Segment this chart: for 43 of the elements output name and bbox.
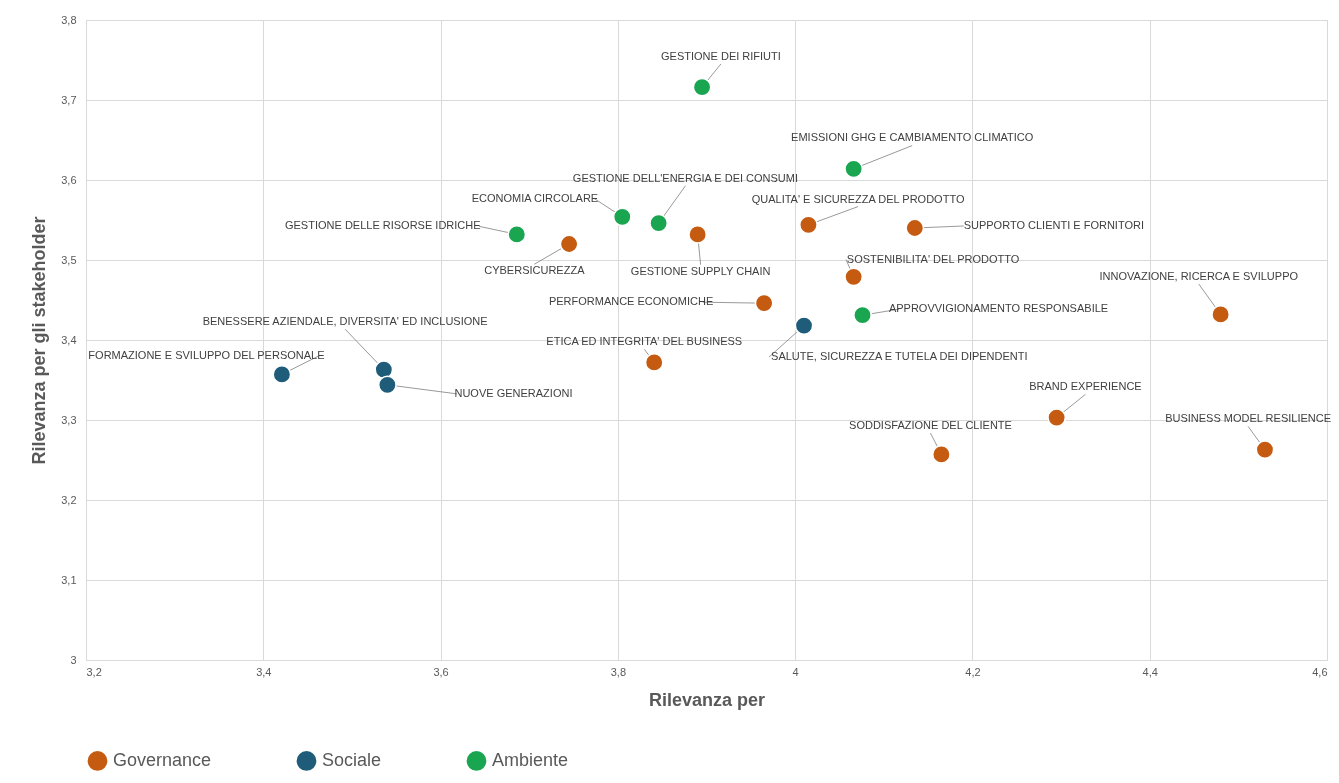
legend-label: Sociale bbox=[322, 749, 382, 770]
x-axis-title: Rilevanza per bbox=[648, 689, 766, 710]
annotation: PERFORMANCE ECONOMICHE bbox=[548, 295, 714, 308]
annotation: NUOVE GENERAZIONI bbox=[454, 386, 573, 399]
y-tick-label: 3,5 bbox=[61, 253, 77, 266]
x-tick-label: 4 bbox=[792, 665, 799, 678]
annotation: APPROVVIGIONAMENTO RESPONSABILE bbox=[888, 302, 1109, 315]
annotation: ETICA ED INTEGRITA' DEL BUSINESS bbox=[546, 335, 743, 348]
annotation: ECONOMIA CIRCOLARE bbox=[471, 191, 599, 204]
annotation: GESTIONE SUPPLY CHAIN bbox=[630, 264, 771, 277]
x-tick-label: 4,6 bbox=[1312, 665, 1328, 678]
y-tick-label: 3,1 bbox=[61, 573, 77, 586]
annotation: GESTIONE DELL'ENERGIA E DEI CONSUMI bbox=[572, 171, 799, 184]
annotation: BRAND EXPERIENCE bbox=[1029, 380, 1142, 393]
annotation: CYBERSICUREZZA bbox=[484, 264, 586, 277]
x-tick-label: 4,4 bbox=[1142, 665, 1158, 678]
y-tick-label: 3,4 bbox=[61, 333, 77, 346]
annotation: FORMAZIONE E SVILUPPO DEL PERSONALE bbox=[88, 349, 325, 362]
legend-label: Governance bbox=[113, 749, 212, 770]
annotation: SODDISFAZIONE DEL CLIENTE bbox=[849, 419, 1012, 432]
y-tick-label: 3 bbox=[70, 653, 77, 666]
annotation: QUALITA' E SICUREZZA DEL PRODOTTO bbox=[751, 192, 965, 205]
x-tick-label: 3,6 bbox=[433, 665, 449, 678]
annotation: SALUTE, SICUREZZA E TUTELA DEI DIPENDENTI bbox=[771, 349, 1028, 362]
annotation: BENESSERE AZIENDALE, DIVERSITA' ED INCLUSIONE bbox=[202, 315, 488, 328]
annotation: GESTIONE DELLE RISORSE IDRICHE bbox=[284, 219, 481, 232]
y-tick-label: 3,6 bbox=[61, 173, 77, 186]
annotation: BUSINESS MODEL RESILIENCE bbox=[1165, 412, 1331, 425]
x-tick-label: 4,2 bbox=[965, 665, 981, 678]
x-tick-label: 3,2 bbox=[86, 665, 102, 678]
annotation: INNOVAZIONE, RICERCA E SVILUPPO bbox=[1099, 269, 1299, 282]
annotation: SOSTENIBILITA' DEL PRODOTTO bbox=[846, 252, 1020, 265]
y-tick-label: 3,2 bbox=[61, 493, 77, 506]
x-tick-label: 3,8 bbox=[610, 665, 627, 678]
y-tick-label: 3,8 bbox=[61, 13, 77, 26]
annotation: EMISSIONI GHG E CAMBIAMENTO CLIMATICO bbox=[791, 131, 1034, 144]
legend-label: Ambiente bbox=[492, 749, 569, 770]
y-tick-label: 3,7 bbox=[61, 93, 77, 106]
annotation: GESTIONE DEI RIFIUTI bbox=[661, 49, 781, 62]
x-tick-label: 3,4 bbox=[256, 665, 272, 678]
y-axis-title: Rilevanza per gli stakeholder bbox=[29, 216, 50, 465]
annotation: SUPPORTO CLIENTI E FORNITORI bbox=[963, 218, 1144, 231]
y-tick-label: 3,3 bbox=[61, 413, 77, 426]
